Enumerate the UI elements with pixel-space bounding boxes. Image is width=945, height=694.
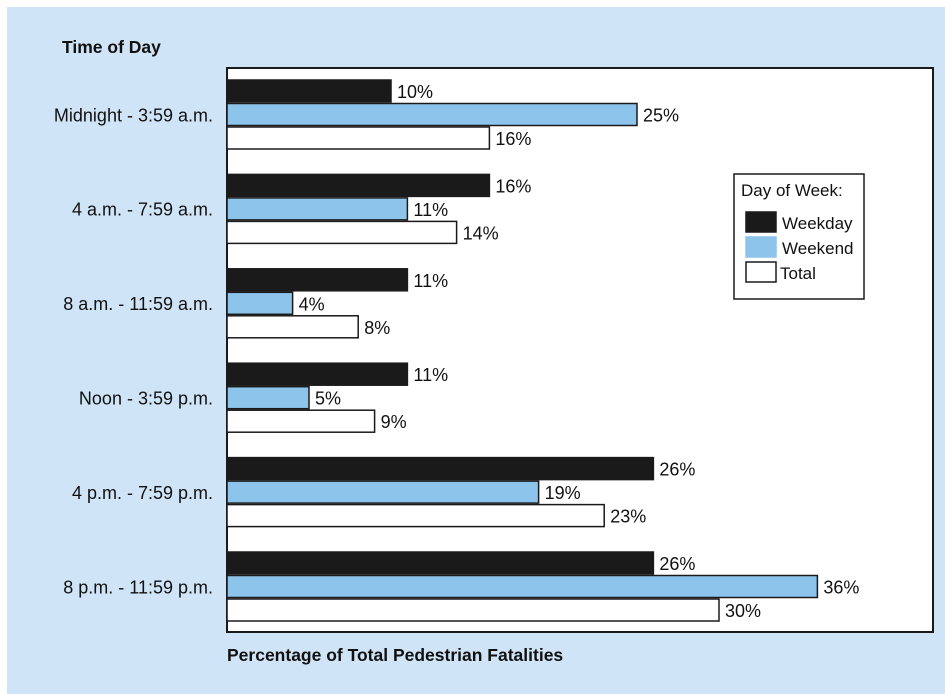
data-label: 14% xyxy=(463,223,499,243)
data-label: 10% xyxy=(397,82,433,102)
data-label: 4% xyxy=(299,294,325,314)
bar-weekend xyxy=(226,385,310,410)
category-label: Midnight - 3:59 a.m. xyxy=(54,105,213,125)
bar-weekday xyxy=(226,173,491,198)
bar-total xyxy=(226,503,605,528)
bar-weekday xyxy=(226,268,409,292)
data-label: 19% xyxy=(545,483,581,503)
data-label: 8% xyxy=(364,318,390,338)
data-label: 26% xyxy=(659,554,695,574)
legend-swatch-weekend xyxy=(745,236,777,258)
bar-weekday xyxy=(226,362,409,386)
category-label: 4 a.m. - 7:59 a.m. xyxy=(72,200,213,220)
category-labels: Midnight - 3:59 a.m. 4 a.m. - 7:59 a.m. 8 … xyxy=(54,105,213,597)
bar-total xyxy=(226,315,359,339)
x-axis-title: Percentage of Total Pedestrian Fatalitie… xyxy=(227,645,563,665)
plot-area xyxy=(226,67,934,633)
bar-weekend xyxy=(226,102,638,127)
data-label: 11% xyxy=(413,271,448,291)
bar-total xyxy=(226,409,376,433)
data-label: 36% xyxy=(823,578,859,598)
bar-weekend xyxy=(226,574,819,599)
category-label: Noon - 3:59 p.m. xyxy=(79,388,213,408)
data-label: 25% xyxy=(643,106,679,126)
data-label: 11% xyxy=(413,200,448,220)
legend-swatch-total xyxy=(745,261,777,283)
y-axis-title: Time of Day xyxy=(62,37,161,57)
category-label: 4 p.m. - 7:59 p.m. xyxy=(72,483,213,503)
data-label: 23% xyxy=(610,507,646,527)
legend: Day of Week: Weekday Weekend Total xyxy=(733,173,865,300)
data-label: 30% xyxy=(725,601,761,621)
legend-label: Weekend xyxy=(782,239,854,258)
bar-weekday xyxy=(226,79,392,103)
legend-swatch-weekday xyxy=(745,211,777,233)
bar-weekend xyxy=(226,197,409,221)
data-label: 26% xyxy=(659,460,695,480)
legend-label: Total xyxy=(780,264,816,283)
data-labels: 10% 25% 16% 16% 11% 14% 11% 4% 8% 11% 5% 9% 26% 19% 23… xyxy=(299,82,860,621)
data-label: 5% xyxy=(315,389,341,409)
bar-weekday xyxy=(226,551,655,575)
bar-total xyxy=(226,598,720,622)
bar-weekend xyxy=(226,291,294,316)
bar-total xyxy=(226,126,491,150)
bars xyxy=(226,79,819,622)
legend-label: Weekday xyxy=(782,214,853,233)
data-label: 16% xyxy=(495,176,531,196)
data-label: 11% xyxy=(413,365,448,385)
legend-items: Weekday Weekend Total xyxy=(745,211,854,283)
category-label: 8 a.m. - 11:59 a.m. xyxy=(63,294,213,314)
legend-title: Day of Week: xyxy=(741,181,843,200)
bar-total xyxy=(226,220,458,245)
bar-weekday xyxy=(226,456,655,481)
bar-weekend xyxy=(226,480,540,504)
category-label: 8 p.m. - 11:59 p.m. xyxy=(63,577,213,597)
data-label: 16% xyxy=(495,129,531,149)
data-label: 9% xyxy=(381,412,407,432)
